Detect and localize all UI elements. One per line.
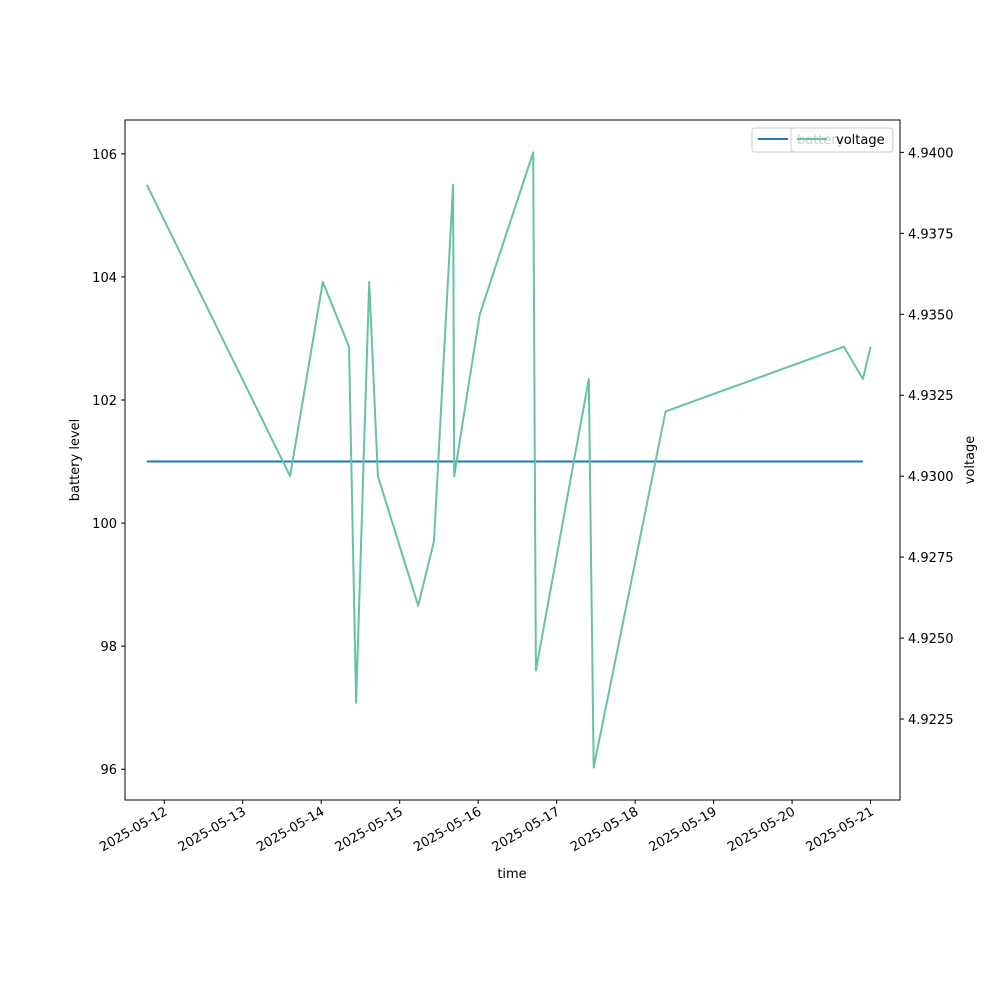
y-right-tick-label: 4.9400 [908,146,954,161]
y-right-tick-label: 4.9250 [908,632,954,647]
y-axis-left: 96 98 100 102 104 106 [92,148,125,778]
x-tick-label: 2025-05-12 [97,804,170,855]
y-axis-right-label: voltage [963,436,978,485]
y-left-tick-label: 106 [92,148,117,163]
y-right-tick-label: 4.9375 [908,227,954,242]
y-right-tick-label: 4.9325 [908,389,954,404]
x-tick-label: 2025-05-21 [804,804,877,855]
y-left-tick-label: 98 [100,640,117,655]
x-tick-label: 2025-05-16 [411,804,484,855]
y-right-tick-label: 4.9275 [908,551,954,566]
x-tick-label: 2025-05-15 [333,804,406,855]
series-line-voltage [145,151,872,769]
series-layer [145,151,872,769]
y-left-tick-label: 104 [92,271,117,286]
x-tick-label: 2025-05-20 [725,804,798,855]
x-tick-label: 2025-05-19 [647,804,720,855]
x-axis-label: time [497,867,526,882]
legend-right-frame [790,127,894,153]
legend-voltage-label: voltage [836,133,885,148]
x-tick-label: 2025-05-17 [490,804,563,855]
y-right-tick-label: 4.9225 [908,713,954,728]
y-axis-right: 4.9225 4.9250 4.9275 4.9300 4.9325 4.9350 4.93… [900,146,954,728]
y-axis-left-label: battery level [68,419,83,502]
y-left-tick-label: 100 [92,517,117,532]
y-right-tick-label: 4.9300 [908,470,954,485]
y-right-tick-label: 4.9350 [908,308,954,323]
x-axis: 2025-05-12 2025-05-13 2025-05-14 2025-05-15… [97,800,877,855]
x-tick-label: 2025-05-13 [176,804,249,855]
y-left-tick-label: 102 [92,394,117,409]
x-tick-label: 2025-05-18 [568,804,641,855]
x-tick-label: 2025-05-14 [254,804,327,855]
plot-frame [124,119,901,801]
y-left-tick-label: 96 [100,763,117,778]
legend-right: voltage [790,127,894,153]
plot-area [125,120,900,800]
